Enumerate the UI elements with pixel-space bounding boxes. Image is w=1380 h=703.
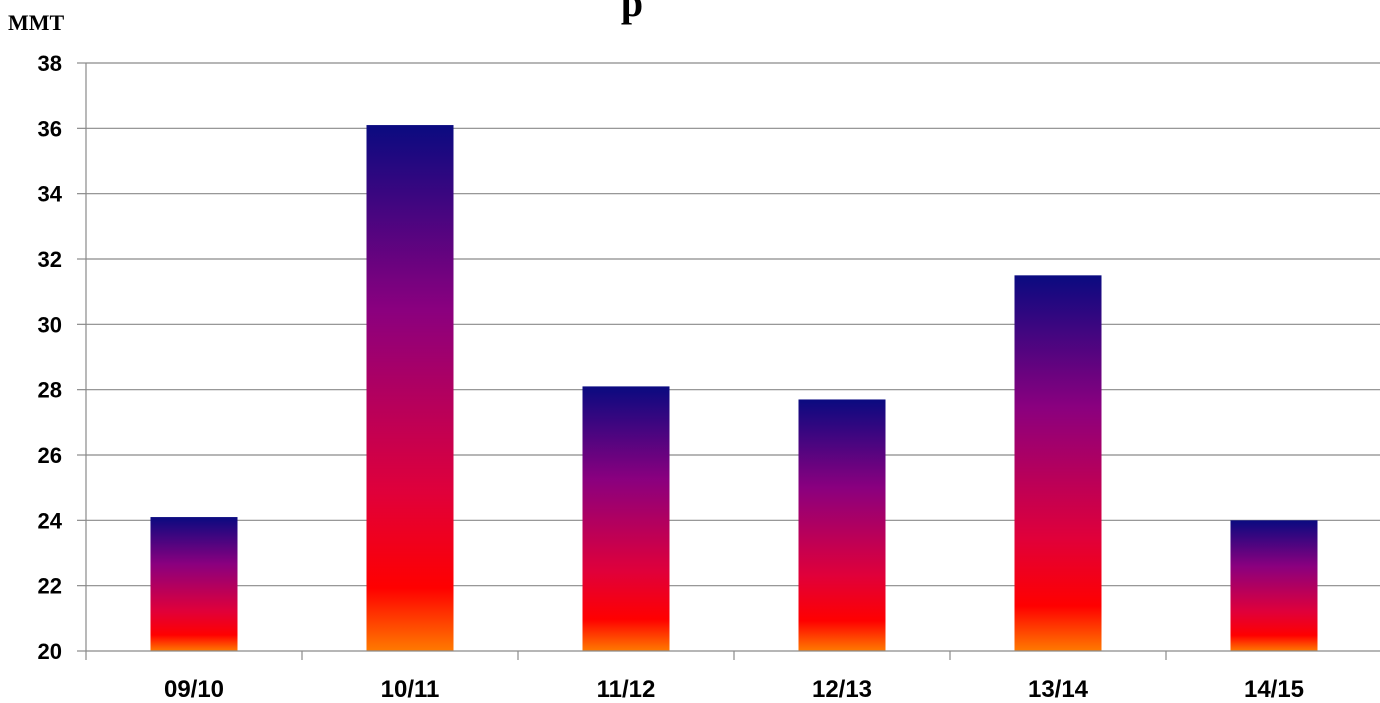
x-tick-label: 12/13 xyxy=(812,676,872,703)
bar xyxy=(150,517,238,651)
y-axis-unit-label: MMT xyxy=(8,10,65,35)
bar xyxy=(1014,275,1102,651)
x-tick-label: 13/14 xyxy=(1028,676,1089,703)
bars xyxy=(150,125,1318,652)
bar xyxy=(582,386,670,651)
bar xyxy=(1230,520,1318,651)
y-tick-label: 24 xyxy=(38,508,63,533)
y-tick-label: 22 xyxy=(38,574,62,599)
y-tick-label: 32 xyxy=(38,247,62,272)
y-tick-label: 38 xyxy=(38,51,62,76)
x-tick-label: 11/12 xyxy=(597,676,656,703)
x-axis-tick-labels: 09/10 10/11 11/12 12/13 13/14 14/15 xyxy=(164,676,1304,703)
x-tick-label: 14/15 xyxy=(1244,676,1304,703)
axes xyxy=(85,63,1380,660)
bar xyxy=(366,125,454,652)
y-tick-label: 34 xyxy=(38,182,63,207)
chart-title: p xyxy=(621,0,643,25)
y-tick-label: 26 xyxy=(38,443,62,468)
y-tick-label: 20 xyxy=(38,639,62,664)
x-tick-label: 09/10 xyxy=(164,676,224,703)
y-tick-label: 30 xyxy=(38,312,62,337)
y-axis-tick-labels: 20 22 24 26 28 30 32 34 36 38 xyxy=(38,51,63,664)
x-tick-label: 10/11 xyxy=(381,676,440,703)
y-tick-label: 36 xyxy=(38,116,62,141)
gridlines xyxy=(77,62,1380,652)
y-tick-label: 28 xyxy=(38,378,62,403)
bar xyxy=(798,399,886,651)
